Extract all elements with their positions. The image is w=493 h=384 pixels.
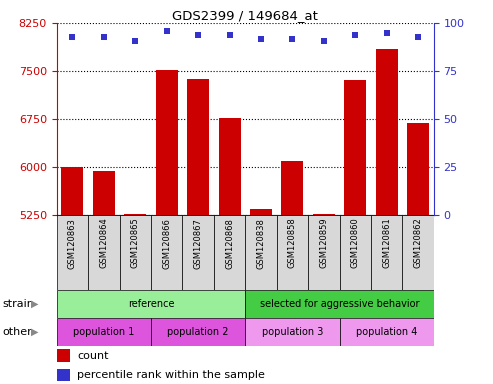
Text: ▶: ▶ [31,327,38,337]
Text: ▶: ▶ [31,299,38,309]
FancyBboxPatch shape [151,215,182,290]
FancyBboxPatch shape [245,215,277,290]
FancyBboxPatch shape [277,215,308,290]
Point [352,32,359,38]
Text: GSM120838: GSM120838 [256,218,266,268]
Text: population 2: population 2 [168,327,229,337]
Point [131,38,139,44]
Text: population 3: population 3 [262,327,323,337]
Bar [124,214,146,215]
Bar [156,70,177,215]
FancyBboxPatch shape [57,215,88,290]
Bar [57,318,151,346]
Text: GSM120864: GSM120864 [99,218,108,268]
Title: GDS2399 / 149684_at: GDS2399 / 149684_at [173,9,318,22]
Point [163,28,171,34]
FancyBboxPatch shape [340,215,371,290]
Point [69,34,76,40]
Point [194,32,202,38]
FancyBboxPatch shape [308,215,340,290]
Text: population 4: population 4 [356,327,418,337]
Point [100,34,108,40]
Text: GSM120860: GSM120860 [351,218,360,268]
Text: percentile rank within the sample: percentile rank within the sample [77,370,265,380]
Text: reference: reference [128,299,174,309]
Bar [57,369,70,381]
Bar [250,209,272,215]
Bar [376,49,398,215]
Bar [282,161,303,215]
Text: GSM120863: GSM120863 [68,218,77,268]
Text: GSM120859: GSM120859 [319,218,328,268]
Bar [187,79,209,215]
Text: other: other [2,327,32,337]
Text: GSM120861: GSM120861 [382,218,391,268]
Text: GSM120866: GSM120866 [162,218,171,268]
Text: GSM120868: GSM120868 [225,218,234,268]
FancyBboxPatch shape [371,215,402,290]
FancyBboxPatch shape [214,215,245,290]
Point [383,30,390,36]
Text: strain: strain [2,299,35,309]
Text: population 1: population 1 [73,327,135,337]
Bar [313,214,335,215]
Text: count: count [77,351,109,361]
Text: GSM120858: GSM120858 [288,218,297,268]
FancyBboxPatch shape [119,215,151,290]
Text: selected for aggressive behavior: selected for aggressive behavior [260,299,420,309]
Bar [57,290,245,318]
Bar [407,122,429,215]
FancyBboxPatch shape [182,215,214,290]
FancyBboxPatch shape [402,215,434,290]
Point [320,38,328,44]
Bar [151,318,245,346]
Bar [245,318,340,346]
Text: GSM120865: GSM120865 [131,218,140,268]
Bar [245,290,434,318]
Bar [93,170,115,215]
Text: GSM120862: GSM120862 [414,218,423,268]
Bar [62,167,83,215]
Bar [340,318,434,346]
Point [226,32,234,38]
Point [257,36,265,42]
FancyBboxPatch shape [88,215,119,290]
Text: GSM120867: GSM120867 [194,218,203,268]
Bar [218,118,241,215]
Point [288,36,296,42]
Point [414,34,422,40]
Bar [344,80,366,215]
Bar [57,349,70,362]
